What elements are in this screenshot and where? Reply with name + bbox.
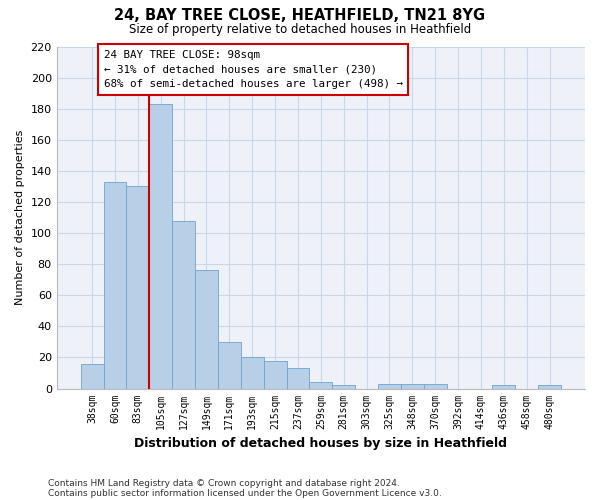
Y-axis label: Number of detached properties: Number of detached properties (15, 130, 25, 305)
Bar (332, 386, 355, 388)
Bar (195, 270, 218, 388)
Bar (172, 220, 195, 388)
Bar (127, 186, 149, 388)
Bar (401, 384, 424, 388)
Text: 24, BAY TREE CLOSE, HEATHFIELD, TN21 8YG: 24, BAY TREE CLOSE, HEATHFIELD, TN21 8YG (115, 8, 485, 22)
Bar (287, 368, 310, 388)
Text: 24 BAY TREE CLOSE: 98sqm
← 31% of detached houses are smaller (230)
68% of semi-: 24 BAY TREE CLOSE: 98sqm ← 31% of detach… (104, 50, 403, 89)
Bar (80, 364, 104, 388)
Bar (241, 358, 263, 388)
X-axis label: Distribution of detached houses by size in Heathfield: Distribution of detached houses by size … (134, 437, 508, 450)
Text: Contains public sector information licensed under the Open Government Licence v3: Contains public sector information licen… (48, 488, 442, 498)
Bar (104, 182, 127, 388)
Bar (310, 382, 332, 388)
Bar (538, 386, 561, 388)
Bar (149, 104, 172, 389)
Bar (424, 384, 446, 388)
Text: Contains HM Land Registry data © Crown copyright and database right 2024.: Contains HM Land Registry data © Crown c… (48, 478, 400, 488)
Bar (263, 360, 287, 388)
Text: Size of property relative to detached houses in Heathfield: Size of property relative to detached ho… (129, 22, 471, 36)
Bar (378, 384, 401, 388)
Bar (218, 342, 241, 388)
Bar (493, 386, 515, 388)
